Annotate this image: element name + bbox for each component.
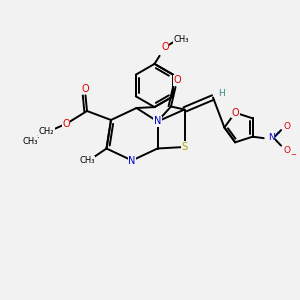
Text: H: H [218,89,225,98]
Text: N: N [128,155,136,166]
Text: N: N [154,116,161,127]
Text: O: O [284,146,291,155]
Text: O: O [231,108,239,118]
Text: CH₂: CH₂ [39,128,54,136]
Text: S: S [182,142,188,152]
Text: O: O [82,84,89,94]
Text: O: O [161,42,169,52]
Text: O: O [284,122,291,131]
Text: CH₃: CH₃ [22,136,38,146]
Text: CH₃: CH₃ [174,34,189,43]
Text: O: O [173,75,181,85]
Text: +: + [274,131,279,136]
Text: −: − [290,152,296,158]
Text: O: O [62,118,70,129]
Text: N: N [268,133,274,142]
Text: CH₃: CH₃ [79,156,95,165]
